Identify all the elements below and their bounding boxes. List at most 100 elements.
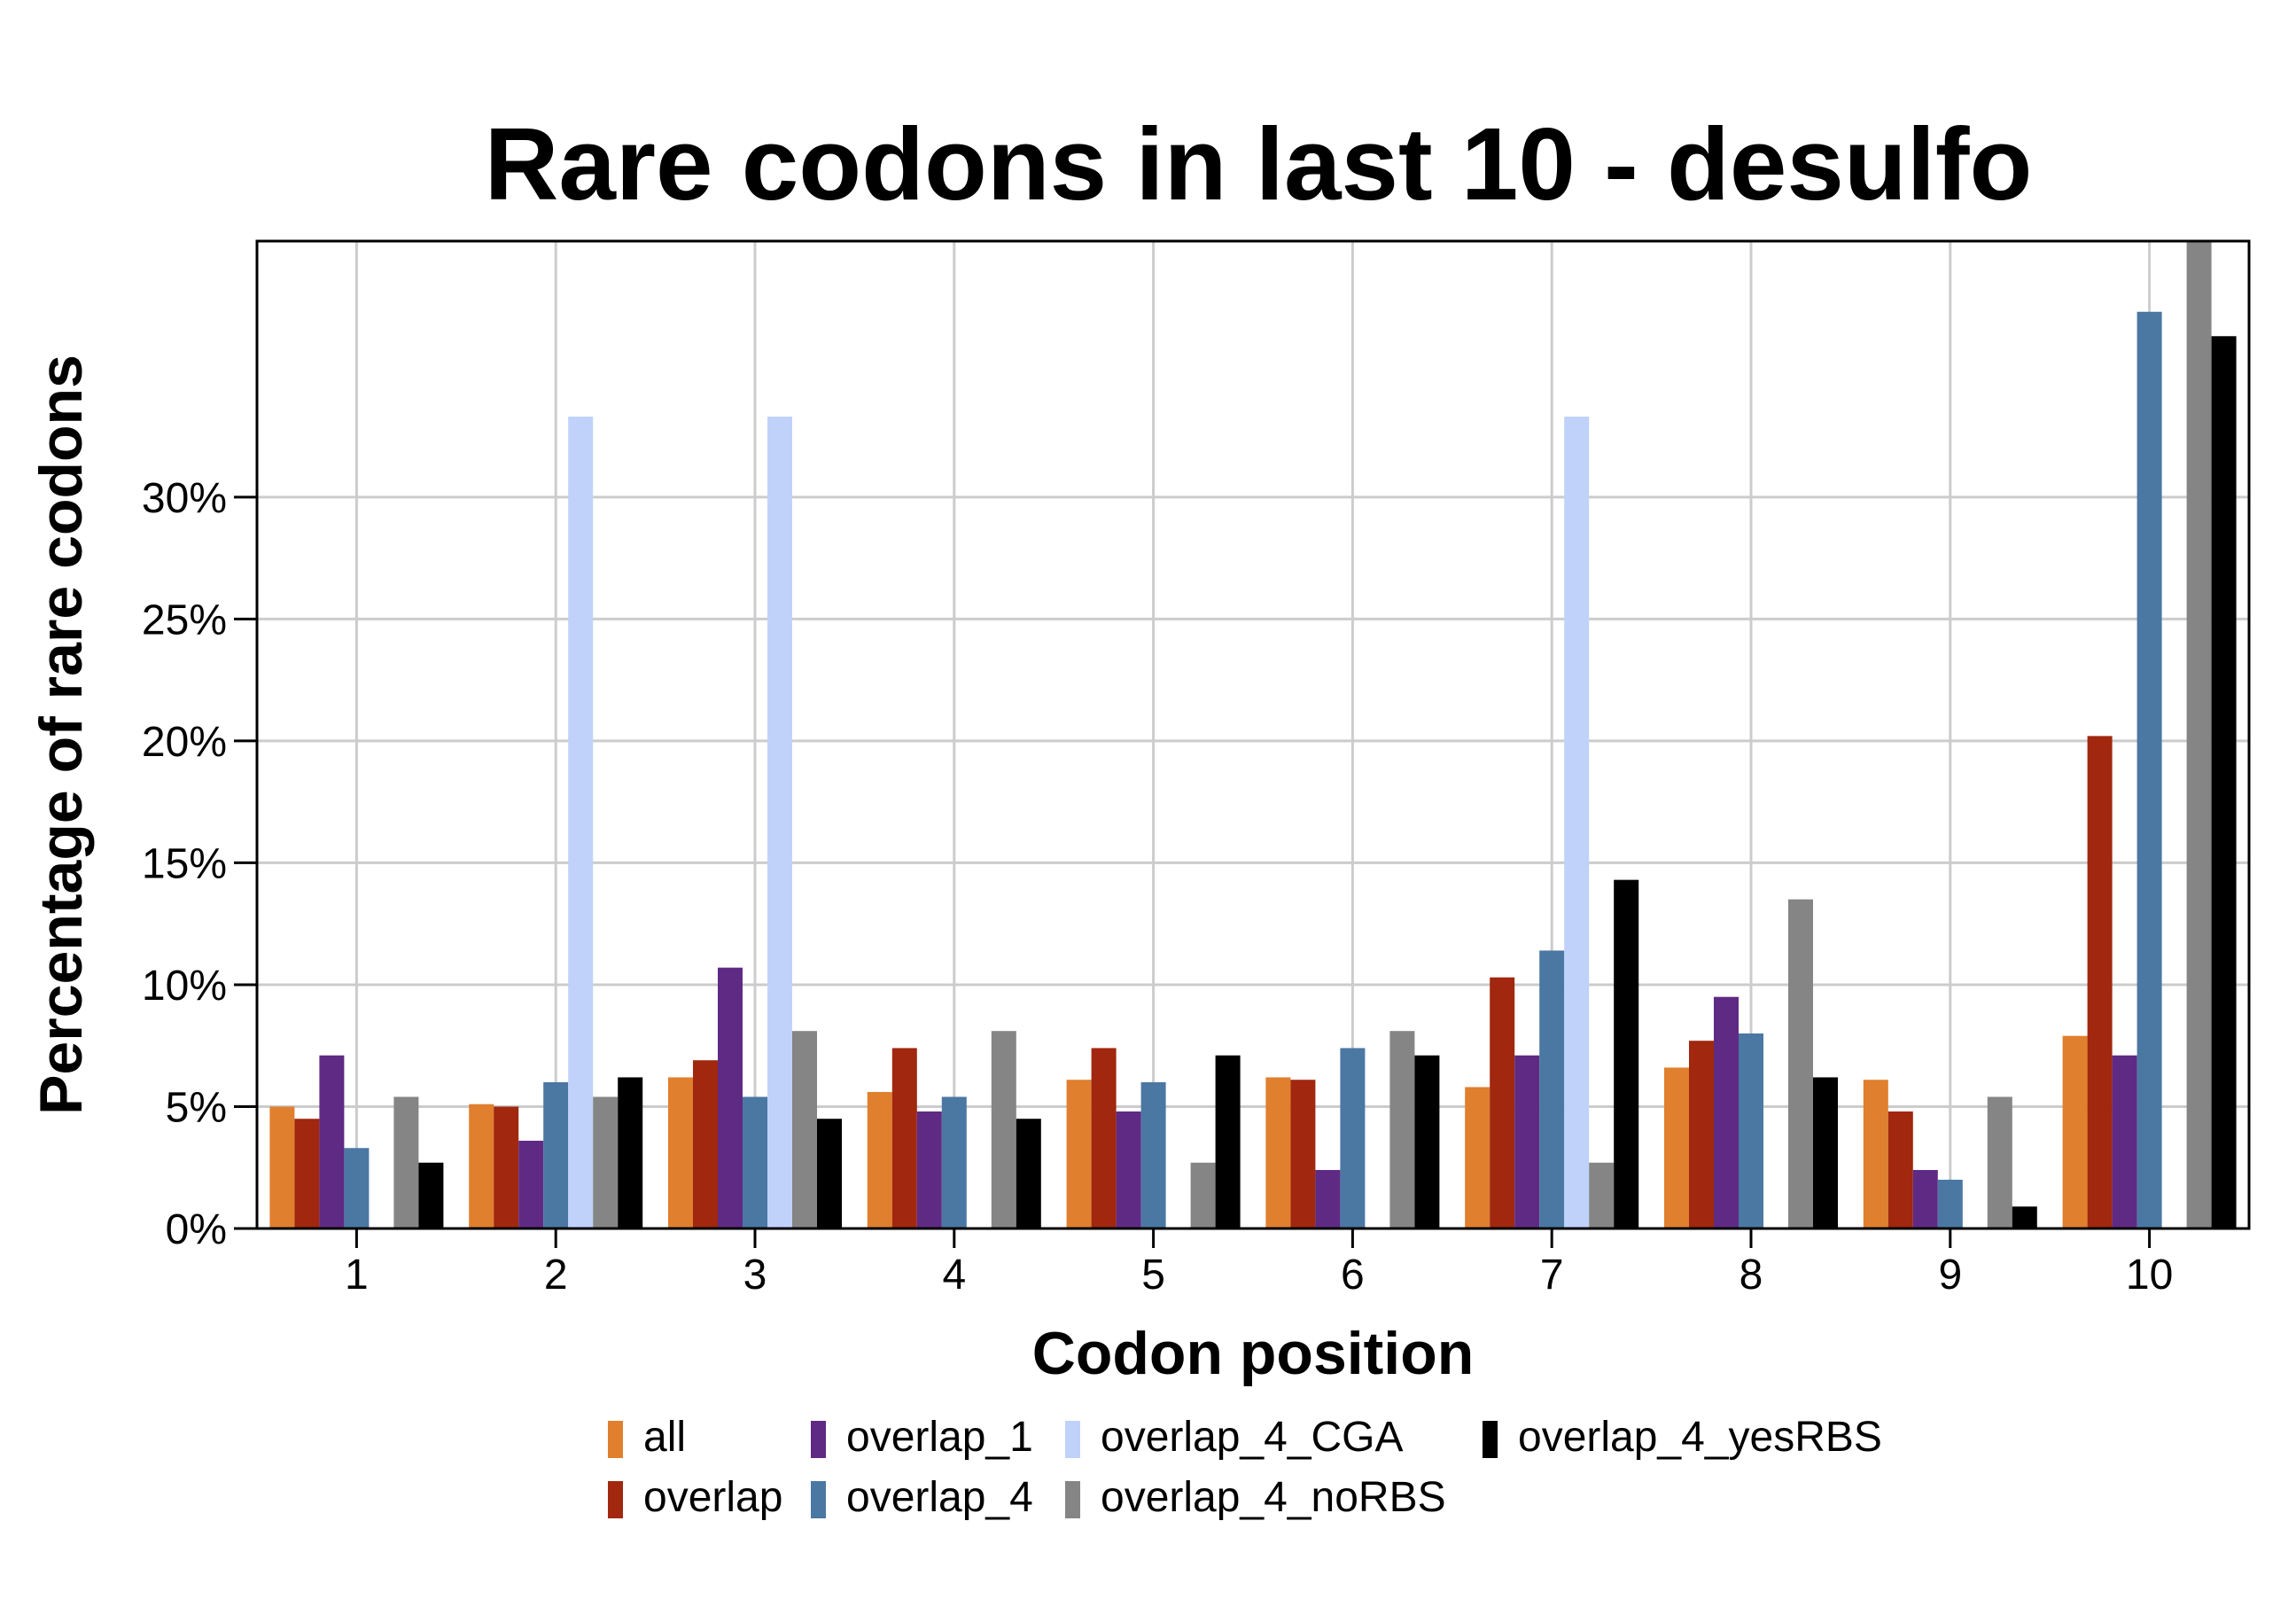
bar-overlap-9 [1887, 1111, 1913, 1228]
bars [269, 241, 2237, 1229]
grid-lines [257, 241, 2249, 1230]
bar-overlap_1-7 [1514, 1055, 1540, 1228]
x-tick-label: 4 [942, 1252, 966, 1299]
bar-overlap_1-1 [319, 1055, 345, 1228]
bar-overlap_4_CGA-3 [767, 417, 792, 1228]
legend-label: overlap_4_noRBS [1101, 1474, 1446, 1521]
legend-item-overlap_4: overlap_4 [811, 1474, 1033, 1521]
x-tick-label: 6 [1341, 1252, 1365, 1299]
bar-overlap_4_noRBS-1 [393, 1096, 419, 1228]
legend-label: overlap_1 [846, 1414, 1033, 1461]
bar-overlap_4_noRBS-3 [792, 1031, 817, 1228]
bar-overlap_4_yesRBS-10 [2211, 336, 2237, 1229]
bar-overlap_4-9 [1937, 1179, 1963, 1228]
chart-title: Rare codons in last 10 - desulfo [485, 106, 2033, 222]
legend-label: overlap_4_CGA [1101, 1414, 1404, 1461]
bar-all-7 [1465, 1087, 1490, 1228]
legend-item-overlap: overlap [608, 1474, 782, 1521]
legend-swatch [1065, 1421, 1080, 1458]
x-tick-label: 8 [1740, 1252, 1763, 1299]
bar-overlap-6 [1290, 1080, 1316, 1228]
bar-overlap_1-3 [718, 967, 743, 1228]
bar-all-10 [2062, 1035, 2088, 1228]
y-tick-label: 10% [142, 963, 227, 1010]
legend-label: all [643, 1414, 686, 1461]
x-tick-label: 1 [345, 1252, 369, 1299]
y-tick-label: 20% [142, 719, 227, 766]
x-tick-label: 5 [1141, 1252, 1165, 1299]
legend-item-overlap_4_noRBS: overlap_4_noRBS [1065, 1474, 1446, 1521]
bar-overlap_1-10 [2112, 1055, 2137, 1228]
bar-overlap_4_noRBS-8 [1788, 899, 1813, 1228]
bar-overlap_4_yesRBS-9 [2012, 1206, 2037, 1228]
bar-overlap_4-5 [1140, 1081, 1166, 1228]
bar-overlap-5 [1091, 1048, 1117, 1228]
bar-overlap_4-4 [941, 1096, 967, 1228]
legend-swatch [1065, 1481, 1080, 1518]
legend-item-all: all [608, 1414, 686, 1461]
bar-overlap-1 [294, 1119, 320, 1228]
legend-item-overlap_4_CGA: overlap_4_CGA [1065, 1414, 1404, 1461]
legend-label: overlap_4 [846, 1474, 1033, 1521]
bar-overlap_1-8 [1714, 996, 1739, 1228]
bar-all-6 [1265, 1077, 1291, 1228]
bar-overlap_4_yesRBS-2 [618, 1077, 643, 1228]
bar-overlap_4-1 [344, 1148, 370, 1228]
bar-overlap-7 [1490, 977, 1515, 1228]
bar-overlap_4-8 [1739, 1033, 1763, 1228]
bar-overlap_4_yesRBS-8 [1813, 1077, 1838, 1228]
x-axis-label: Codon position [1032, 1320, 1475, 1387]
x-tick-label: 9 [1938, 1252, 1962, 1299]
bar-overlap_1-9 [1912, 1169, 1938, 1228]
y-tick-label: 0% [166, 1206, 227, 1253]
legend-item-overlap_4_yesRBS: overlap_4_yesRBS [1483, 1414, 1882, 1461]
bar-overlap_4-6 [1340, 1048, 1366, 1228]
legend-swatch [608, 1421, 623, 1458]
bar-all-3 [668, 1077, 693, 1228]
x-tick-label: 10 [2126, 1252, 2173, 1299]
bar-overlap_4_CGA-7 [1564, 417, 1590, 1228]
bar-overlap_4_noRBS-5 [1190, 1162, 1216, 1228]
bar-all-1 [269, 1106, 295, 1228]
bar-overlap_4_noRBS-9 [1987, 1096, 2012, 1228]
bar-overlap-8 [1689, 1041, 1714, 1228]
x-tick-label: 7 [1540, 1252, 1564, 1299]
bar-overlap-10 [2087, 736, 2113, 1228]
bar-all-9 [1863, 1080, 1888, 1228]
bar-all-2 [469, 1104, 494, 1228]
y-axis-label: Percentage of rare codons [27, 355, 95, 1115]
bar-overlap_1-2 [518, 1140, 544, 1228]
bar-overlap_4_noRBS-10 [2186, 241, 2212, 1228]
bar-overlap-3 [693, 1060, 718, 1228]
bar-overlap_1-5 [1116, 1111, 1141, 1228]
bar-overlap_4_yesRBS-1 [418, 1162, 444, 1228]
bar-overlap_4_noRBS-7 [1589, 1162, 1615, 1228]
bar-overlap_4_noRBS-4 [991, 1031, 1016, 1228]
bar-overlap_4-7 [1539, 950, 1565, 1228]
legend-swatch [1483, 1421, 1498, 1458]
bar-overlap_4-2 [543, 1081, 569, 1228]
bar-overlap_4_yesRBS-6 [1414, 1055, 1440, 1228]
x-tick-label: 2 [544, 1252, 568, 1299]
y-tick-label: 15% [142, 840, 227, 887]
bar-overlap_4-10 [2136, 311, 2162, 1228]
bar-overlap_4_noRBS-2 [593, 1096, 619, 1228]
axes: 0% 5% 10% 15% 20% 25% 30% 1 2 3 4 5 6 7 8 9 10 [142, 475, 2173, 1299]
legend: all overlap overlap_1 overlap_4 overlap_4_CG… [608, 1414, 1882, 1521]
bar-overlap-4 [891, 1048, 917, 1228]
bar-all-8 [1664, 1067, 1689, 1228]
bar-all-5 [1066, 1080, 1092, 1228]
bar-all-4 [867, 1091, 892, 1228]
bar-overlap_1-6 [1315, 1169, 1341, 1228]
plot-frame [255, 239, 2251, 1230]
y-tick-label: 25% [142, 597, 227, 644]
x-tick-label: 3 [743, 1252, 767, 1299]
y-tick-label: 30% [142, 475, 227, 522]
bar-overlap-2 [494, 1106, 519, 1228]
bar-overlap_4_yesRBS-7 [1614, 879, 1639, 1228]
bar-overlap_4_yesRBS-3 [817, 1119, 842, 1228]
y-tick-label: 5% [166, 1084, 227, 1131]
legend-label: overlap [643, 1474, 782, 1521]
bar-overlap_4-3 [743, 1096, 767, 1228]
